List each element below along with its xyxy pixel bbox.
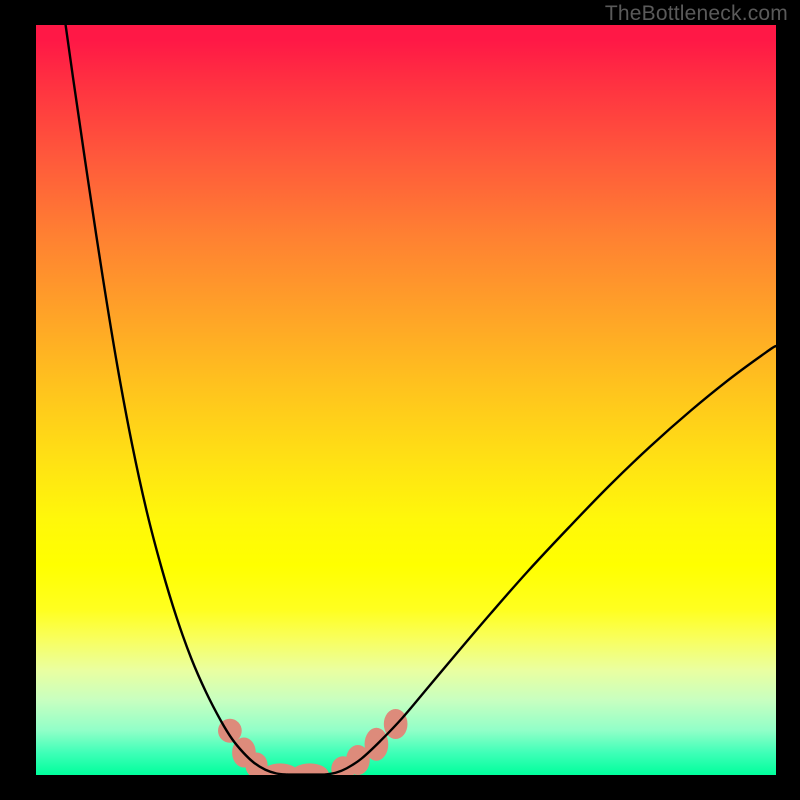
data-marker	[291, 763, 329, 775]
series-left-curve	[66, 25, 288, 775]
chart-svg	[36, 25, 776, 775]
watermark-text: TheBottleneck.com	[605, 2, 788, 26]
chart-plot-area	[36, 25, 776, 775]
